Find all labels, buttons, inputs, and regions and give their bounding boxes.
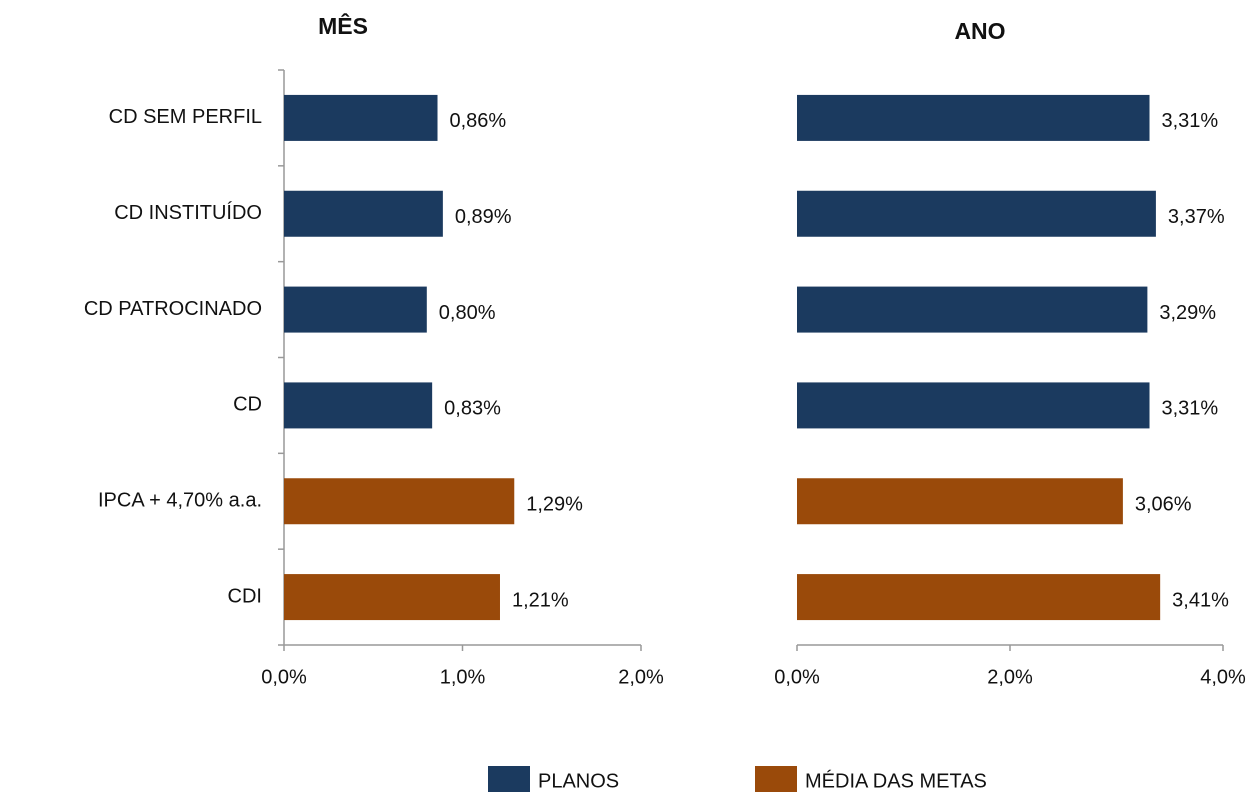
value-label: 3,06% (1135, 494, 1192, 516)
legend-swatch (755, 766, 797, 792)
value-label: 3,29% (1159, 302, 1216, 324)
bar (797, 94, 1150, 141)
category-label: CD PATROCINADO (84, 298, 262, 320)
bar (797, 382, 1150, 429)
bar (284, 190, 443, 237)
legend-swatch (488, 766, 530, 792)
bar (284, 94, 438, 141)
value-label: 1,21% (512, 589, 569, 611)
value-label: 3,37% (1168, 206, 1225, 228)
x-tick-label: 2,0% (987, 666, 1033, 688)
value-label: 0,86% (450, 110, 507, 132)
category-label: IPCA + 4,70% a.a. (98, 490, 262, 512)
value-label: 3,31% (1162, 398, 1219, 420)
bar (284, 478, 515, 525)
category-label: CD INSTITUÍDO (114, 201, 262, 224)
legend-label: MÉDIA DAS METAS (805, 769, 987, 792)
value-label: 0,89% (455, 206, 512, 228)
chart-title: ANO (954, 18, 1005, 44)
bar (797, 286, 1148, 333)
bar (797, 478, 1123, 525)
value-label: 0,80% (439, 302, 496, 324)
x-tick-label: 0,0% (774, 666, 820, 688)
chart-title: MÊS (318, 12, 368, 39)
x-tick-label: 1,0% (440, 666, 486, 688)
bar (284, 574, 500, 621)
legend-label: PLANOS (538, 770, 619, 792)
category-label: CDI (228, 585, 262, 607)
category-label: CD (233, 394, 262, 416)
x-tick-label: 0,0% (261, 666, 307, 688)
value-label: 3,31% (1162, 110, 1219, 132)
x-tick-label: 2,0% (618, 666, 664, 688)
bar (797, 190, 1156, 237)
bar (797, 574, 1161, 621)
value-label: 0,83% (444, 398, 501, 420)
bar (284, 286, 427, 333)
category-label: CD SEM PERFIL (109, 106, 262, 128)
value-label: 3,41% (1172, 589, 1229, 611)
bar (284, 382, 433, 429)
x-tick-label: 4,0% (1200, 666, 1246, 688)
value-label: 1,29% (526, 494, 583, 516)
